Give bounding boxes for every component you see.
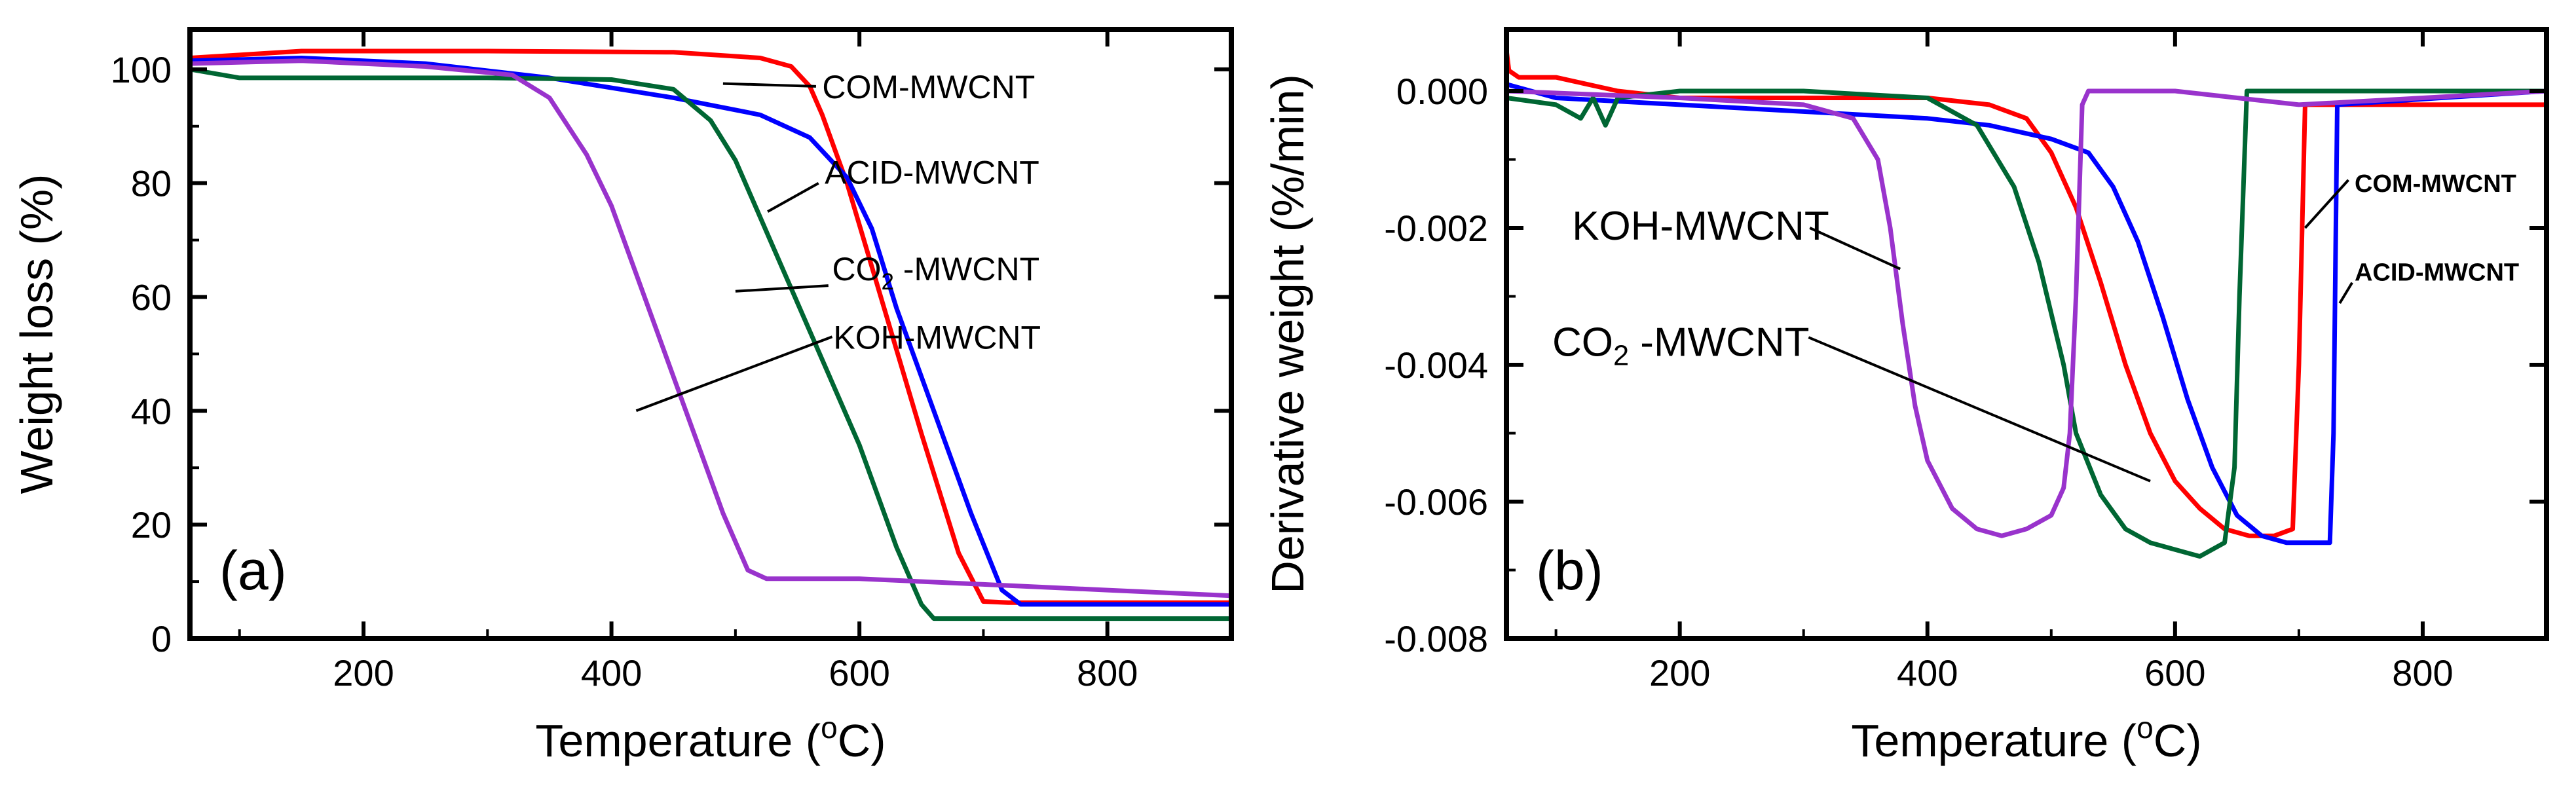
panel-a-annotation-com-mwcnt: COM-MWCNT (822, 69, 1035, 105)
panel-b-derivative-weight-chart: 200 400 600 800 0.000 -0.002 -0.004 -0.006 -0.00… (1262, 27, 2549, 766)
panel-a-y-axis-title: Weight loss (%) (11, 174, 62, 494)
panel-a-annotation-koh-mwcnt: KOH-MWCNT (833, 319, 1041, 356)
panel-b-annotation-koh-mwcnt: KOH-MWCNT (1572, 204, 1829, 249)
panel-b-y-axis-title: Derivative weight (%/min) (1262, 74, 1313, 594)
panel-a-x-tick-label: 800 (1077, 652, 1138, 693)
panel-a-x-tick-label: 200 (333, 652, 394, 693)
panel-b-series-co2-mwcnt (1506, 88, 2547, 559)
panel-b-x-tick-label: 600 (2144, 652, 2205, 693)
panel-b-plot-frame (1504, 27, 2549, 641)
panel-b-x-tick-label: 200 (1649, 652, 1710, 693)
panel-b-annotation-co2-mwcnt: CO2 -MWCNT (1552, 320, 1810, 372)
panel-a-x-axis-title: Temperature (oC) (535, 711, 886, 766)
panel-a-annotation-acid-mwcnt: ACID-MWCNT (825, 154, 1039, 191)
panel-b-y-tick-label: -0.006 (1384, 481, 1488, 523)
panel-a-y-tick-label: 20 (131, 504, 172, 545)
panel-a-x-tick-label: 600 (829, 652, 889, 693)
panel-b-series-com-mwcnt (1506, 47, 2547, 538)
panel-a-series-group (190, 48, 1231, 621)
panel-b-y-tick-label: -0.002 (1384, 208, 1488, 249)
panel-b-x-axis-title: Temperature (oC) (1851, 711, 2201, 766)
panel-a-annotation-leader-com-mwcnt (722, 82, 816, 88)
panel-a-weight-loss-chart: 200 400 600 800 0 20 40 60 80 100 Temperature (oC)… (11, 27, 1234, 766)
panel-b-annotation-leader-koh-mwcnt (1809, 227, 1901, 270)
panel-a-annotation-leader-acid-mwcnt (767, 181, 819, 213)
panel-a-series-koh-mwcnt (190, 58, 1231, 599)
panel-a-series-co2-mwcnt (190, 67, 1231, 621)
panel-a-annotation-leader-co2-mwcnt (735, 284, 829, 293)
panel-b-series-group (1506, 47, 2547, 559)
panel-a-y-tick-label: 40 (131, 390, 172, 432)
panel-a-plot-frame (187, 27, 1234, 641)
panel-a-series-com-mwcnt (190, 48, 1231, 605)
panel-a-panel-label: (a) (219, 540, 287, 601)
panel-b-series-acid-mwcnt (1506, 82, 2547, 545)
panel-b-x-tick-label: 400 (1897, 652, 1958, 693)
panel-a-annotation-co2-mwcnt: CO2 -MWCNT (832, 251, 1040, 295)
panel-b-series-koh-mwcnt (1506, 88, 2547, 538)
panel-a-annotation-leader-koh-mwcnt (635, 335, 833, 413)
panel-b-y-tick-label: -0.004 (1384, 344, 1488, 386)
panel-a-y-tick-label: 80 (131, 163, 172, 204)
panel-a-x-tick-label: 400 (581, 652, 642, 693)
panel-a-y-tick-label: 100 (111, 49, 172, 90)
panel-a-y-tick-label: 60 (131, 277, 172, 318)
panel-b-annotation-acid-mwcnt: ACID-MWCNT (2355, 259, 2519, 287)
panel-b-panel-label: (b) (1536, 540, 1603, 601)
panel-b-x-tick-label: 800 (2392, 652, 2453, 693)
panel-b-annotation-leader-co2-mwcnt (1808, 336, 2151, 483)
panel-b-annotation-com-mwcnt: COM-MWCNT (2355, 170, 2516, 198)
panel-a-series-acid-mwcnt (190, 56, 1231, 607)
panel-b-y-tick-label: 0.000 (1396, 71, 1488, 112)
panel-b-annotation-leader-com-mwcnt (2304, 179, 2349, 229)
panel-a-y-tick-label: 0 (151, 618, 172, 659)
panel-b-y-tick-label: -0.008 (1384, 618, 1488, 659)
panel-b-annotation-leader-acid-mwcnt (2338, 282, 2353, 305)
